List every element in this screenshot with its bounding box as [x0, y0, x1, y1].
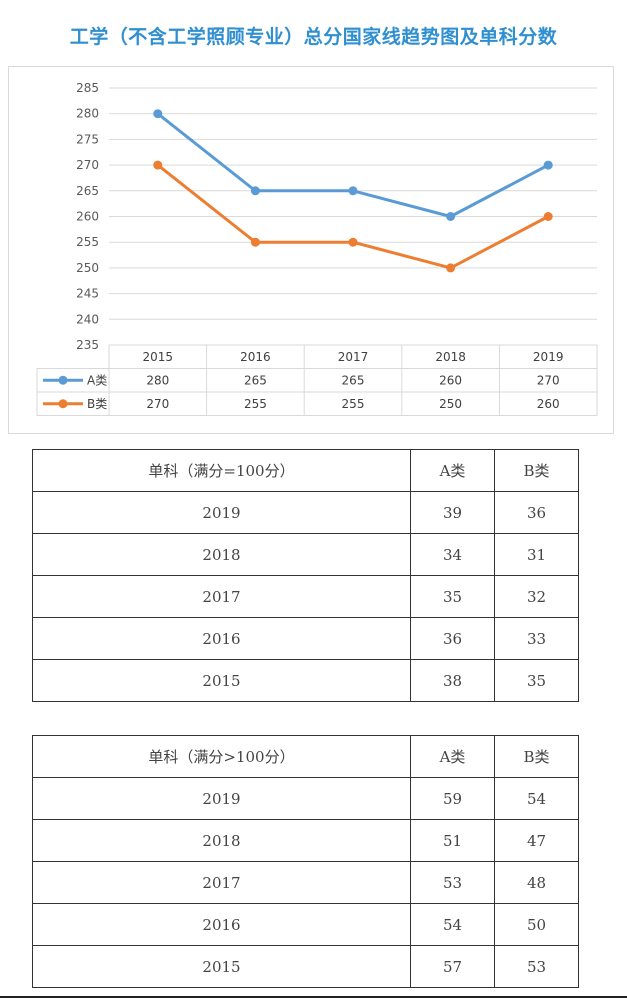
table-cell: 2015 — [32, 659, 411, 702]
table-header-cell: A类 — [410, 449, 495, 492]
data-table-value: 250 — [439, 397, 462, 411]
y-tick-label: 255 — [76, 235, 99, 249]
table-cell: 32 — [494, 575, 579, 618]
bottom-rule — [0, 996, 627, 998]
legend-label: B类 — [87, 397, 107, 411]
table-header-cell: 单科（满分=100分） — [32, 449, 411, 492]
table-cell: 2017 — [32, 575, 411, 618]
table-cell: 33 — [494, 617, 579, 660]
table-row: 2017 53 48 — [32, 861, 579, 904]
data-table-value: 255 — [244, 397, 267, 411]
table-cell: 39 — [410, 491, 495, 534]
x-tick-label: 2017 — [338, 350, 369, 364]
data-table-value: 270 — [146, 397, 169, 411]
table-cell: 54 — [494, 777, 579, 820]
table-cell: 36 — [494, 491, 579, 534]
table-cell: 2015 — [32, 945, 411, 988]
table-header-cell: B类 — [494, 449, 579, 492]
x-tick-label: 2018 — [435, 350, 466, 364]
y-tick-label: 250 — [76, 261, 99, 275]
table-header-cell: B类 — [494, 735, 579, 778]
table-row: 2015 38 35 — [32, 659, 579, 702]
table-cell: 35 — [410, 575, 495, 618]
data-point — [348, 237, 358, 247]
table-cell: 35 — [494, 659, 579, 702]
table-row: 2016 36 33 — [32, 617, 579, 660]
data-table-value: 260 — [439, 373, 462, 387]
table-cell: 47 — [494, 819, 579, 862]
data-point — [543, 212, 553, 221]
table-cell: 57 — [410, 945, 495, 988]
score-table-over-100: 单科（满分>100分） A类 B类 2019 59 54 2018 51 47 2017 53 48 2… — [32, 735, 579, 988]
y-tick-label: 260 — [76, 210, 99, 224]
data-table-value: 270 — [537, 373, 560, 387]
table-cell: 2017 — [32, 861, 411, 904]
table-row: 2017 35 32 — [32, 575, 579, 618]
y-tick-label: 280 — [76, 107, 99, 121]
table-cell: 34 — [410, 533, 495, 576]
table-cell: 2016 — [32, 903, 411, 946]
table-row: 2018 51 47 — [32, 819, 579, 862]
table-row: 2019 39 36 — [32, 491, 579, 534]
table-cell: 38 — [410, 659, 495, 702]
table-cell: 51 — [410, 819, 495, 862]
y-tick-label: 235 — [76, 338, 99, 352]
data-table-value: 265 — [342, 373, 365, 387]
y-tick-label: 270 — [76, 158, 99, 172]
data-point — [348, 186, 358, 196]
data-table-value: 265 — [244, 373, 267, 387]
table-cell: 53 — [494, 945, 579, 988]
y-tick-label: 285 — [76, 81, 99, 95]
data-point — [153, 109, 163, 119]
table-cell: 2019 — [32, 777, 411, 820]
table-cell: 2018 — [32, 819, 411, 862]
table-cell: 36 — [410, 617, 495, 660]
legend-label: A类 — [87, 373, 107, 387]
data-point — [250, 237, 260, 247]
table-cell: 2018 — [32, 533, 411, 576]
y-tick-label: 265 — [76, 184, 99, 198]
table-cell: 53 — [410, 861, 495, 904]
chart-frame: 235 240 245 250 255 260 265 270 275 280 285 2015 201… — [8, 66, 614, 434]
page-title: 工学（不含工学照顾专业）总分国家线趋势图及单科分数 — [69, 26, 558, 48]
table-cell: 2019 — [32, 491, 411, 534]
score-table-100: 单科（满分=100分） A类 B类 2019 39 36 2018 34 31 2017 35 32 2… — [32, 449, 579, 702]
line-chart: 235 240 245 250 255 260 265 270 275 280 285 2015 201… — [36, 81, 598, 416]
y-tick-label: 245 — [76, 287, 99, 301]
data-table-value: 260 — [537, 397, 560, 411]
y-tick-label: 275 — [76, 132, 99, 146]
x-tick-label: 2015 — [143, 350, 174, 364]
table-header-cell: A类 — [410, 735, 495, 778]
table-row: 2018 34 31 — [32, 533, 579, 576]
data-table-value: 255 — [342, 397, 365, 411]
table-cell: 59 — [410, 777, 495, 820]
table-header-row: 单科（满分=100分） A类 B类 — [32, 449, 579, 492]
data-table-value: 280 — [146, 373, 169, 387]
data-point — [446, 263, 456, 273]
table-header-row: 单科（满分>100分） A类 B类 — [32, 735, 579, 778]
x-tick-label: 2019 — [533, 350, 564, 364]
table-row: 2016 54 50 — [32, 903, 579, 946]
table-row: 2015 57 53 — [32, 945, 579, 988]
table-header-cell: 单科（满分>100分） — [32, 735, 411, 778]
data-point — [446, 212, 456, 221]
table-cell: 2016 — [32, 617, 411, 660]
legend-key-marker — [58, 375, 68, 385]
data-point — [250, 186, 260, 196]
table-cell: 48 — [494, 861, 579, 904]
data-point — [543, 160, 553, 170]
table-row: 2019 59 54 — [32, 777, 579, 820]
legend-key-marker — [58, 399, 68, 409]
y-tick-label: 240 — [76, 312, 99, 326]
table-cell: 50 — [494, 903, 579, 946]
table-cell: 31 — [494, 533, 579, 576]
table-cell: 54 — [410, 903, 495, 946]
data-point — [153, 160, 163, 170]
x-tick-label: 2016 — [240, 350, 271, 364]
